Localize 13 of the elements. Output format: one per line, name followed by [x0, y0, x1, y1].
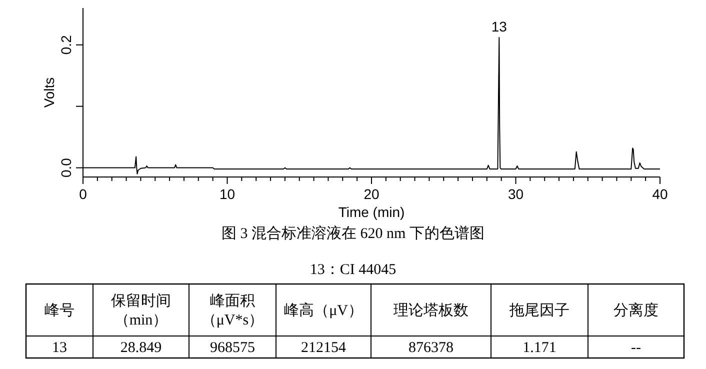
- x-tick-label: 10: [219, 186, 236, 202]
- y-tick-label: 0.2: [58, 34, 74, 55]
- x-axis-title: Time (min): [338, 204, 405, 220]
- x-tick-label: 20: [364, 186, 380, 202]
- x-tick-label: 40: [652, 186, 668, 202]
- annotation: 13: [491, 18, 508, 34]
- y-axis-title: Volts: [41, 77, 57, 108]
- text: 13：CI 44045: [310, 262, 396, 278]
- caption: 图 3 混合标准溶液在 620 nm 下的色谱图: [222, 225, 484, 242]
- y-tick-label: 0.0: [58, 158, 74, 178]
- x-tick-label: 30: [508, 186, 524, 202]
- x-tick-label: 0: [79, 186, 88, 202]
- table: 峰号 保留时间（min） 峰面积（μV*s） 峰高（μV） 理论塔板数 拖尾因子 分离度 13 28.849 968575 212154 876378 1.171 --: [25, 283, 685, 359]
